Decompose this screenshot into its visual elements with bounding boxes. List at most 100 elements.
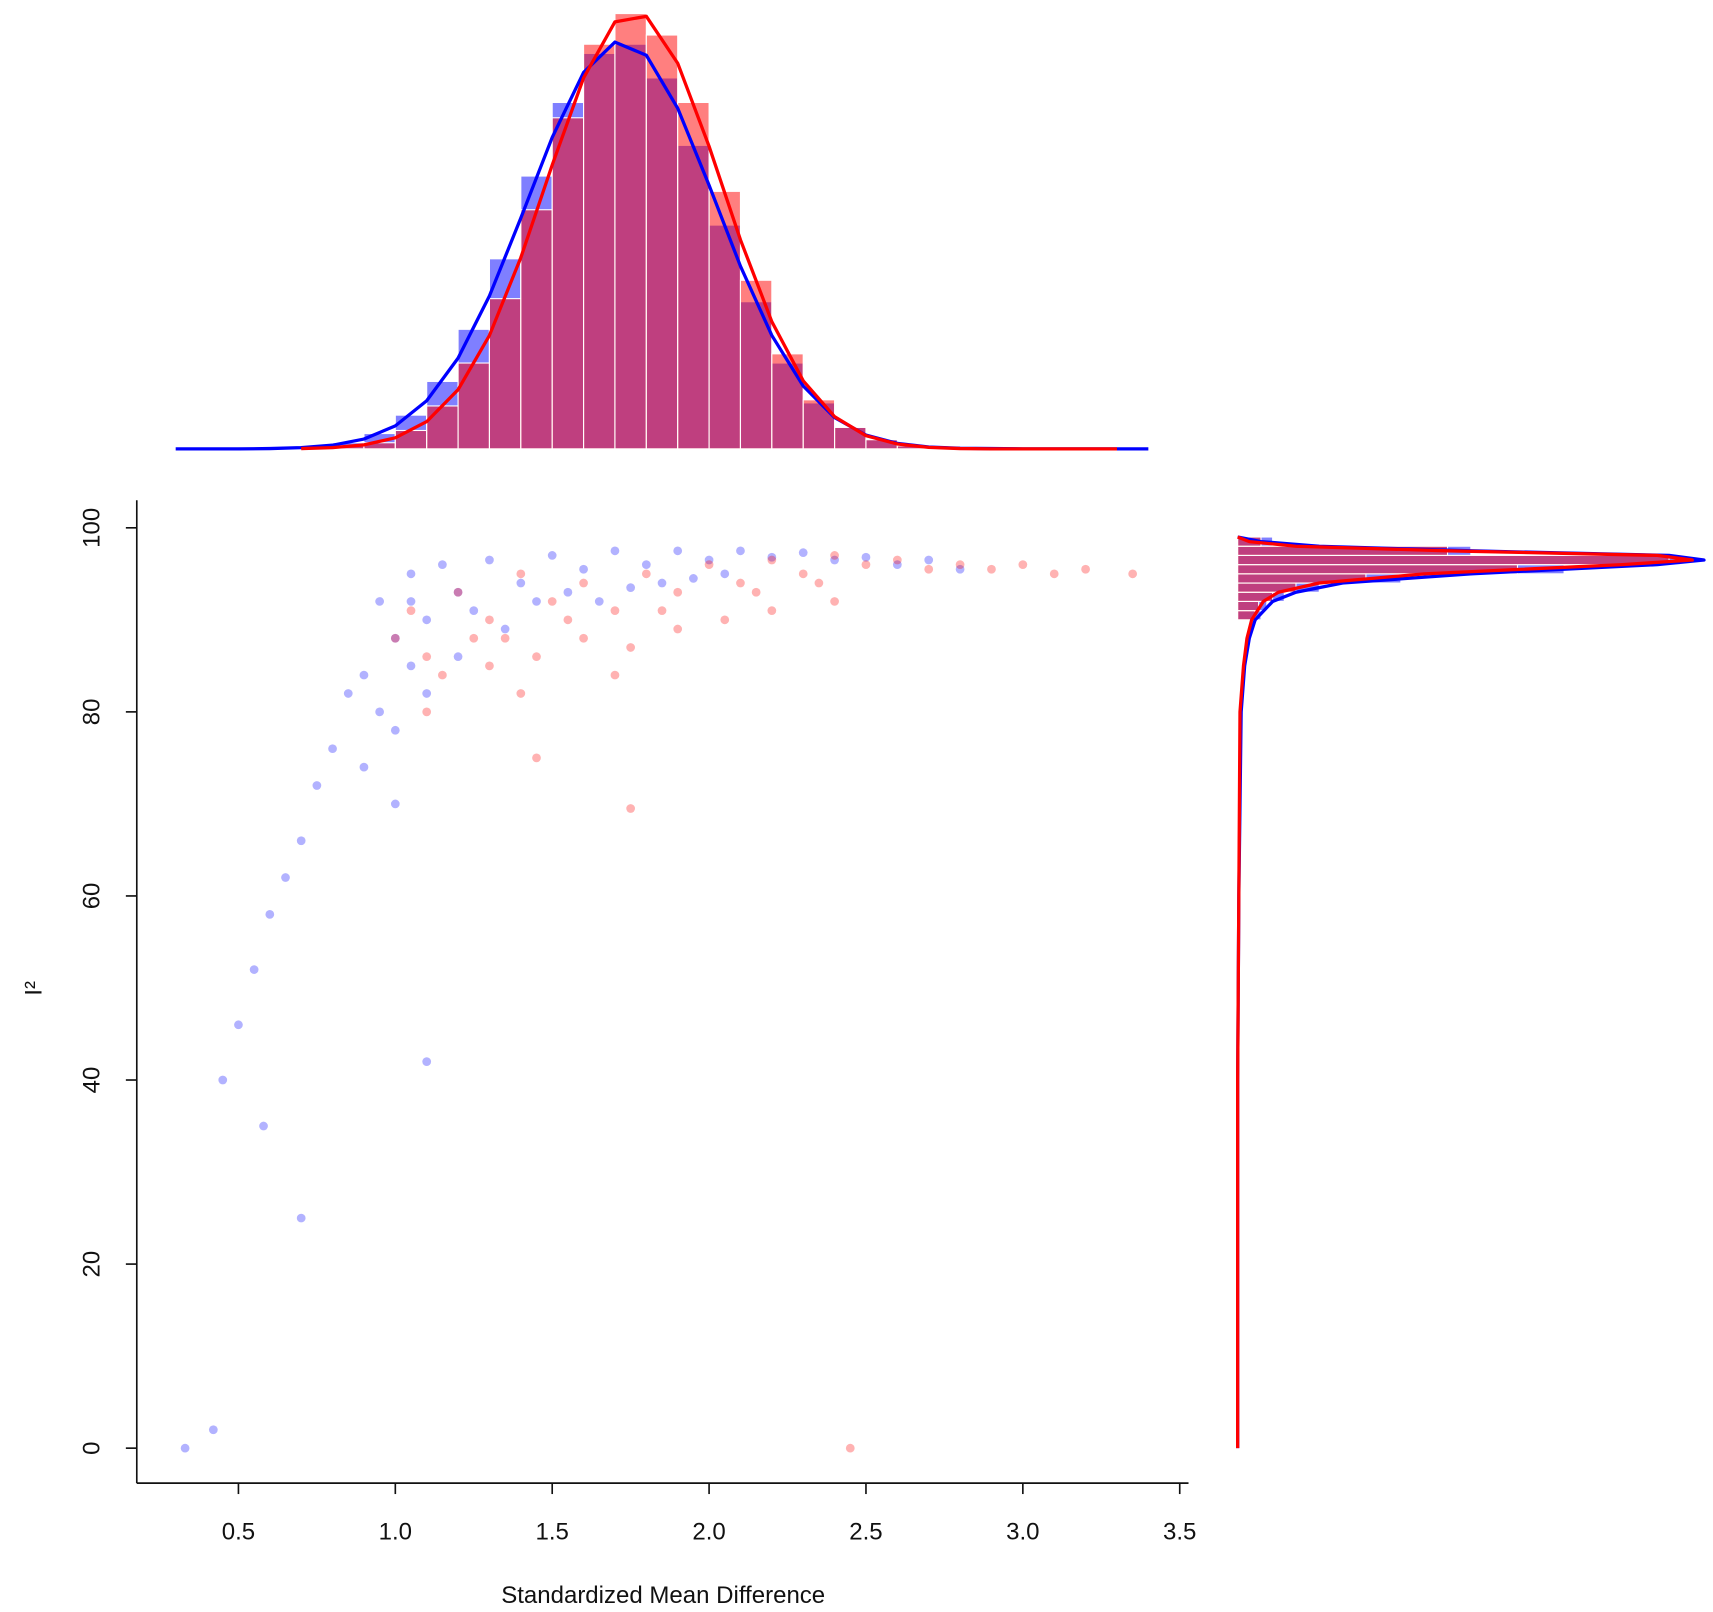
histogram-bar — [394, 429, 428, 450]
scatter-point — [1049, 569, 1059, 579]
y-tick-label: 20 — [78, 1251, 105, 1278]
histogram-bar — [677, 101, 710, 450]
scatter-point — [547, 551, 557, 560]
scatter-point — [892, 555, 902, 565]
scatter-point — [249, 965, 259, 974]
scatter-point — [422, 707, 432, 717]
scatter-point — [720, 569, 730, 579]
scatter-point — [751, 587, 761, 597]
scatter-point — [390, 633, 400, 643]
scatter-point — [657, 606, 667, 616]
x-tick-label: 1.0 — [379, 1519, 412, 1546]
scatter-point — [422, 615, 432, 625]
scatter-point — [500, 624, 510, 634]
scatter-point — [312, 781, 322, 790]
scatter-point — [704, 555, 714, 565]
scatter-point — [673, 624, 683, 634]
x-axis-label: Standardized Mean Difference — [501, 1582, 825, 1609]
scatter-point — [438, 670, 447, 680]
scatter-point — [767, 555, 777, 565]
scatter-point — [987, 564, 996, 574]
scatter-point — [208, 1425, 218, 1435]
y-tick-label: 40 — [78, 1067, 105, 1094]
scatter-point — [673, 587, 683, 597]
x-tick-label: 2.0 — [692, 1519, 725, 1546]
scatter-point — [814, 578, 824, 588]
scatter-point — [861, 552, 871, 562]
x-tick-label: 0.5 — [222, 1519, 255, 1546]
histogram-bar — [457, 362, 490, 450]
scatter-point — [390, 799, 400, 809]
scatter-point — [359, 670, 369, 680]
scatter-point — [736, 546, 745, 556]
histogram-bar — [645, 34, 679, 450]
scatter-point — [532, 652, 541, 662]
scatter-point — [406, 569, 416, 579]
scatter-point — [924, 555, 934, 565]
histogram-bar — [1237, 554, 1670, 566]
scatter-point — [500, 633, 510, 643]
scatter-point — [830, 551, 839, 560]
scatter-point — [579, 633, 588, 643]
scatter-point — [892, 560, 902, 569]
scatter-point — [830, 555, 839, 565]
scatter-point — [453, 652, 463, 662]
scatter-point — [438, 560, 447, 569]
scatter-point — [767, 552, 777, 562]
histogram-bar — [708, 190, 742, 450]
scatter-point — [485, 661, 494, 671]
scatter-point — [469, 606, 479, 616]
scatter-point — [296, 836, 306, 846]
scatter-point — [516, 569, 526, 579]
scatter-point — [626, 804, 636, 813]
scatter-point — [375, 707, 384, 717]
x-tick-label: 3.0 — [1006, 1519, 1039, 1546]
scatter-point — [861, 560, 871, 569]
scatter-point — [641, 560, 651, 569]
scatter-point — [657, 578, 667, 588]
scatter-point — [1081, 564, 1090, 574]
scatter-point — [845, 1443, 855, 1453]
histogram-bar — [771, 353, 804, 450]
scatter-point — [704, 560, 714, 569]
scatter-point — [626, 643, 636, 652]
x-tick-label: 2.5 — [849, 1519, 882, 1546]
histogram-bar — [520, 209, 553, 450]
scatter-point — [453, 587, 463, 597]
y-tick-label: 0 — [78, 1441, 105, 1454]
scatter-point — [610, 546, 620, 556]
histogram-bar — [426, 405, 459, 450]
scatter-point — [626, 583, 636, 593]
scatter-point — [720, 615, 730, 625]
scatter-point — [296, 1213, 306, 1223]
density-curve — [1236, 535, 1706, 1449]
scatter-point — [924, 564, 934, 574]
scatter-point — [422, 652, 432, 662]
histogram-bar — [802, 399, 836, 450]
scatter-point — [469, 633, 479, 643]
scatter-point — [453, 587, 463, 597]
scatter-point — [1018, 560, 1028, 569]
histogram-bar — [614, 13, 647, 450]
scatter-point — [234, 1020, 243, 1030]
scatter-point — [406, 661, 416, 671]
scatter-point — [390, 633, 400, 643]
scatter-point — [375, 597, 384, 606]
scatter-point — [406, 597, 416, 606]
scatter-point — [343, 689, 353, 698]
scatter-point — [641, 569, 651, 579]
scatter-point — [594, 597, 604, 606]
scatter-point — [767, 606, 777, 616]
scatter-point — [673, 546, 683, 556]
x-tick-label: 3.5 — [1163, 1519, 1196, 1546]
scatter-point — [422, 1057, 432, 1066]
scatter-point — [798, 548, 808, 558]
scatter-point — [579, 564, 588, 574]
scatter-point — [830, 597, 839, 606]
y-tick-label: 60 — [78, 883, 105, 910]
scatter-point — [579, 578, 588, 588]
y-axis-label: I² — [21, 981, 48, 996]
density-curve — [1236, 535, 1694, 1449]
